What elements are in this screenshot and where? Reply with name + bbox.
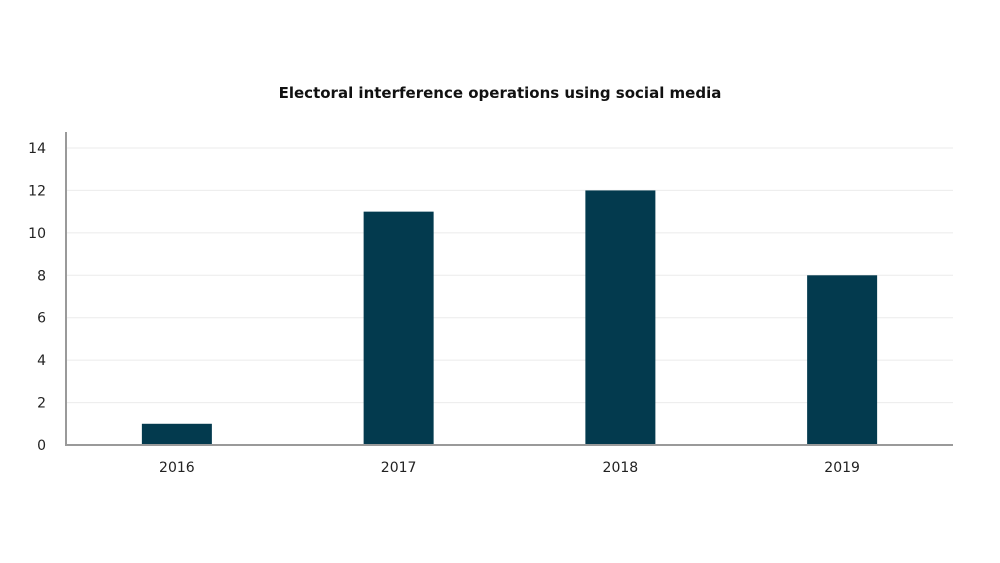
- x-tick-label: 2016: [159, 460, 195, 476]
- y-axis-tick-labels: 0 2 4 6 8 10 12 14: [28, 141, 46, 454]
- y-tick-label: 2: [37, 396, 46, 412]
- bar-2016: [141, 423, 212, 445]
- x-tick-label: 2018: [603, 460, 639, 476]
- bar-2018: [585, 190, 656, 445]
- grid-lines: [66, 147, 953, 404]
- chart-title: Electoral interference operations using …: [278, 84, 722, 102]
- y-tick-label: 4: [37, 353, 46, 369]
- bar-2019: [807, 275, 878, 445]
- x-tick-label: 2019: [824, 460, 860, 476]
- x-tick-label: 2017: [381, 460, 417, 476]
- bars: [141, 190, 878, 445]
- y-tick-label: 14: [28, 141, 46, 157]
- y-tick-label: 10: [28, 226, 46, 242]
- y-tick-label: 0: [37, 438, 46, 454]
- bar-2017: [363, 211, 434, 445]
- y-tick-label: 12: [28, 183, 46, 199]
- y-tick-label: 8: [37, 268, 46, 284]
- x-axis-tick-labels: 2016 2017 2018 2019: [159, 460, 860, 476]
- y-tick-label: 6: [37, 311, 46, 327]
